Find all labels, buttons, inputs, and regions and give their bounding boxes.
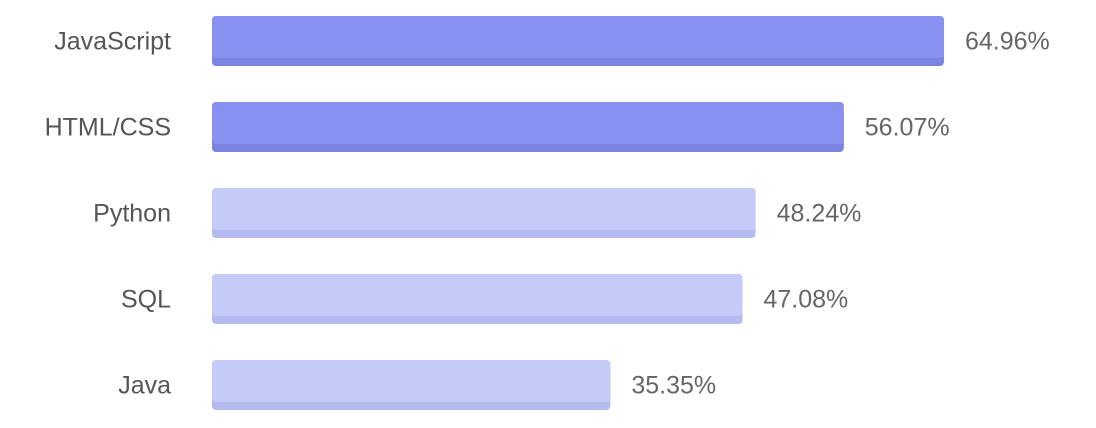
value-label: 48.24% <box>777 200 862 228</box>
category-label: SQL <box>121 286 171 314</box>
bar <box>212 274 743 316</box>
bar <box>212 102 844 144</box>
value-label: 47.08% <box>763 286 848 314</box>
category-label: HTML/CSS <box>45 114 171 142</box>
value-label: 35.35% <box>631 372 716 400</box>
value-label: 56.07% <box>865 114 950 142</box>
category-label: JavaScript <box>54 28 171 56</box>
bar <box>212 16 944 58</box>
category-label: Python <box>93 200 171 228</box>
value-label: 64.96% <box>965 28 1050 56</box>
bar <box>212 188 756 230</box>
bar <box>212 360 611 402</box>
category-label: Java <box>118 372 171 400</box>
